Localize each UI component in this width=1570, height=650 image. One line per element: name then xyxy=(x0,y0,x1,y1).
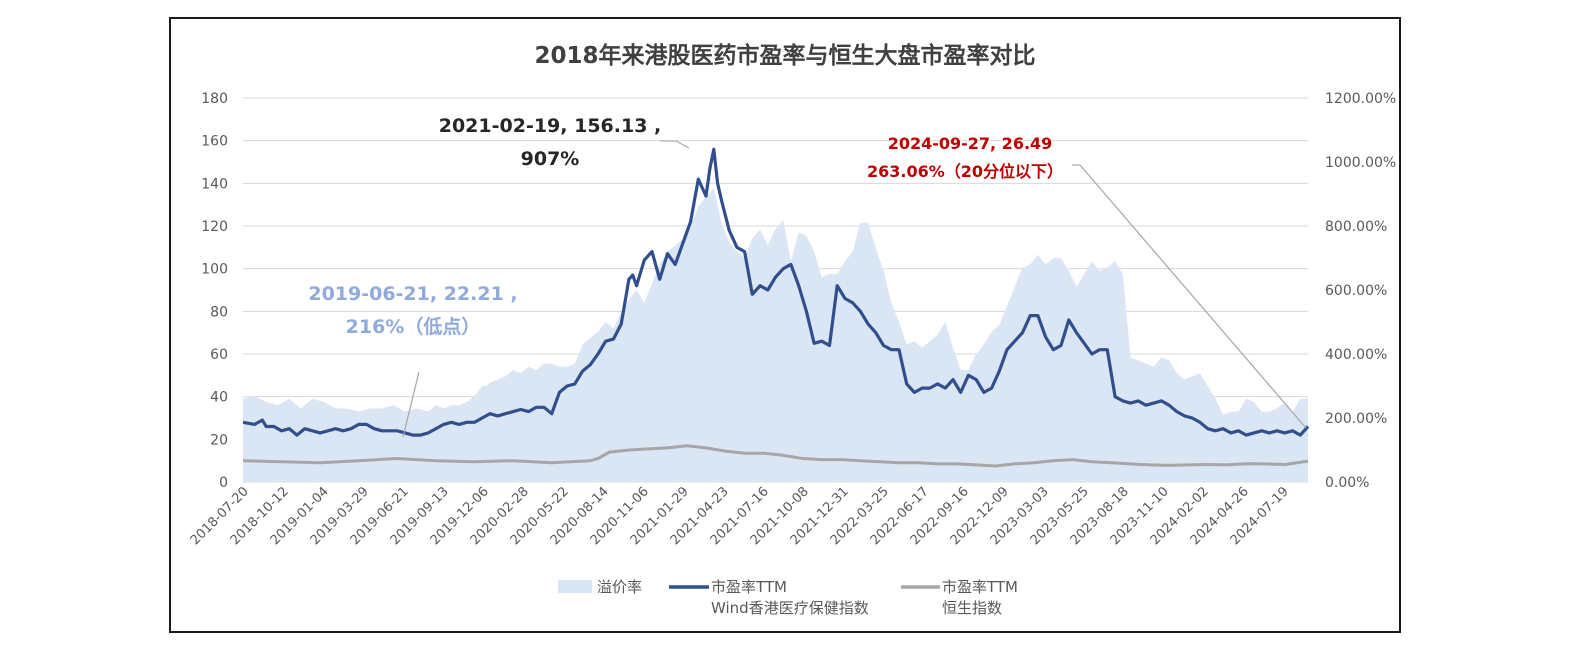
legend-label-premium: 溢价率 xyxy=(597,578,642,596)
annotation-low-leader xyxy=(402,371,420,438)
y-left-tick-label: 100 xyxy=(201,262,228,278)
legend-label-hsi-2: 恒生指数 xyxy=(942,599,1002,617)
y-right-tick-label: 800.00% xyxy=(1325,219,1387,235)
y-left-tick-label: 20 xyxy=(210,432,228,448)
y-right-tick-label: 0.00% xyxy=(1325,475,1369,491)
y-right-tick-label: 400.00% xyxy=(1325,347,1387,363)
premium-area xyxy=(243,187,1308,482)
y-right-tick-label: 1200.00% xyxy=(1325,91,1396,107)
y-left-tick-label: 0 xyxy=(219,475,228,491)
y-left-tick-label: 80 xyxy=(210,304,228,320)
legend-label-healthcare-2: Wind香港医疗保健指数 xyxy=(711,599,869,617)
y-left-tick-label: 120 xyxy=(201,219,228,235)
annotation-low-line2: 216%（低点） xyxy=(346,315,481,338)
y-left-tick-label: 140 xyxy=(201,176,228,192)
y-left-tick-label: 40 xyxy=(210,390,228,406)
legend-label-hsi-1: 市盈率TTM xyxy=(942,578,1018,596)
annotation-latest-line1: 2024-09-27, 26.49 xyxy=(888,134,1053,153)
annotation-latest-line2: 263.06%（20分位以下） xyxy=(867,162,1063,181)
annotation-peak-leader2 xyxy=(675,140,690,149)
y-left-tick-label: 160 xyxy=(201,134,228,150)
legend-swatch-premium xyxy=(558,580,592,593)
annotation-peak-line1: 2021-02-19, 156.13 , xyxy=(439,115,662,137)
annotation-low-line1: 2019-06-21, 22.21 , xyxy=(308,283,517,305)
annotation-latest-leader2 xyxy=(1079,164,1307,429)
y-left-tick-label: 180 xyxy=(201,91,228,107)
pe-hsi-line xyxy=(242,444,1309,468)
y-left-tick-label: 60 xyxy=(210,347,228,363)
y-right-tick-label: 1000.00% xyxy=(1325,155,1396,171)
y-right-tick-label: 600.00% xyxy=(1325,283,1387,299)
chart-title: 2018年来港股医药市盈率与恒生大盘市盈率对比 xyxy=(534,42,1035,69)
pe-healthcare-line xyxy=(242,147,1310,437)
annotation-peak-line2: 907% xyxy=(521,148,580,170)
legend-label-healthcare-1: 市盈率TTM xyxy=(711,578,787,596)
y-right-tick-label: 200.00% xyxy=(1325,411,1387,427)
